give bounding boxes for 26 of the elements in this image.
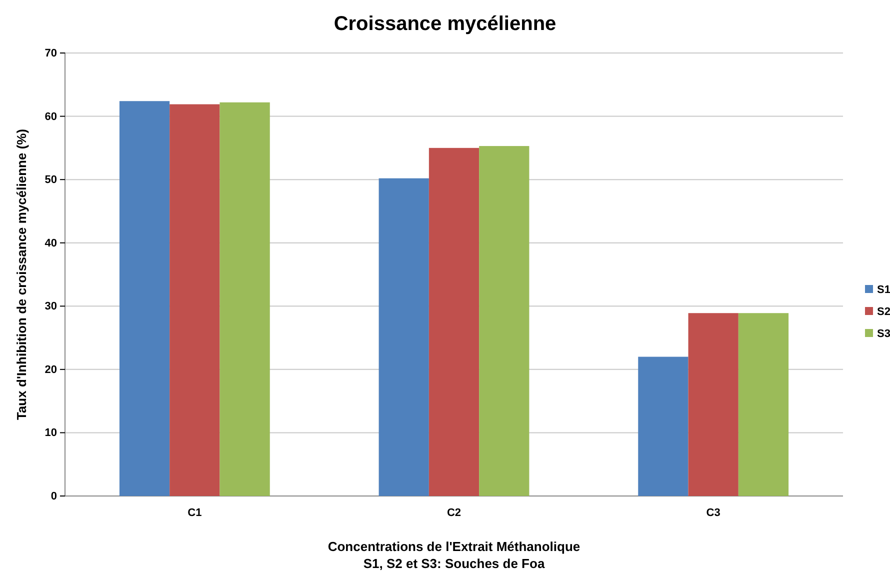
x-tick-label: C3 — [706, 506, 720, 519]
bar — [428, 148, 480, 496]
legend-label: S2 — [877, 306, 890, 318]
bar — [170, 104, 220, 496]
y-tick-label: 30 — [44, 300, 57, 313]
x-tick-label: C2 — [446, 506, 462, 519]
y-tick-label: 60 — [44, 110, 57, 123]
bar — [479, 146, 530, 496]
x-tick-label: C1 — [188, 506, 202, 519]
legend-label: S3 — [877, 328, 890, 340]
y-tick-label: 20 — [44, 364, 57, 376]
y-axis-title: Taux d'Inhibition de croissance mycélienne (%) — [14, 128, 29, 420]
bar — [220, 102, 270, 496]
y-tick-label: 10 — [44, 427, 57, 440]
bar — [688, 313, 738, 496]
x-axis-title: Concentrations de l'Extrait Méthanolique S1, S2 et S3: Souches de Foa — [328, 539, 580, 571]
y-tick-label: 0 — [50, 490, 57, 503]
bar — [378, 178, 429, 496]
bar — [738, 313, 789, 496]
chart-title: Croissance mycélienne — [334, 13, 556, 35]
bar — [119, 101, 170, 496]
legend-label: S1 — [877, 284, 890, 296]
y-tick-label: 40 — [44, 237, 57, 250]
y-tick-label: 70 — [44, 48, 57, 60]
y-tick-label: 50 — [44, 174, 57, 186]
bar — [638, 356, 688, 496]
